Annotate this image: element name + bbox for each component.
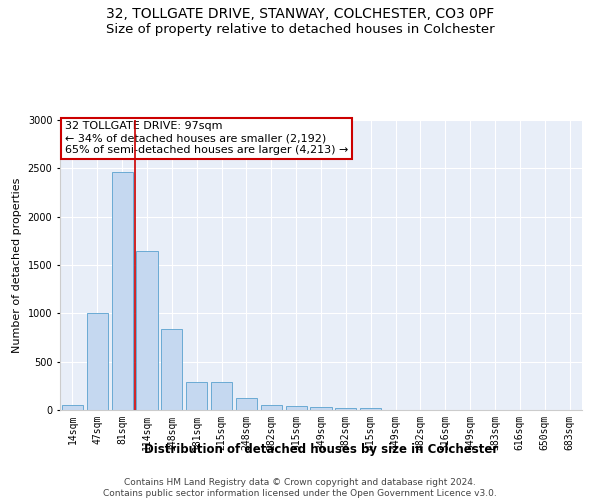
Text: Contains HM Land Registry data © Crown copyright and database right 2024.
Contai: Contains HM Land Registry data © Crown c…: [103, 478, 497, 498]
Y-axis label: Number of detached properties: Number of detached properties: [12, 178, 22, 352]
Bar: [112, 172, 133, 410]
Text: 32, TOLLGATE DRIVE, STANWAY, COLCHESTER, CO3 0PF: 32, TOLLGATE DRIVE, STANWAY, COLCHESTER,…: [106, 8, 494, 22]
Bar: [310, 406, 332, 410]
Bar: [335, 408, 356, 410]
Bar: [87, 314, 108, 410]
Bar: [62, 404, 83, 410]
Bar: [211, 382, 232, 410]
Text: 32 TOLLGATE DRIVE: 97sqm
← 34% of detached houses are smaller (2,192)
65% of sem: 32 TOLLGATE DRIVE: 97sqm ← 34% of detach…: [65, 122, 349, 154]
Bar: [186, 382, 207, 410]
Bar: [236, 398, 257, 410]
Bar: [261, 405, 282, 410]
Bar: [360, 408, 381, 410]
Bar: [286, 406, 307, 410]
Bar: [136, 250, 158, 410]
Text: Size of property relative to detached houses in Colchester: Size of property relative to detached ho…: [106, 22, 494, 36]
Text: Distribution of detached houses by size in Colchester: Distribution of detached houses by size …: [144, 442, 498, 456]
Bar: [161, 329, 182, 410]
